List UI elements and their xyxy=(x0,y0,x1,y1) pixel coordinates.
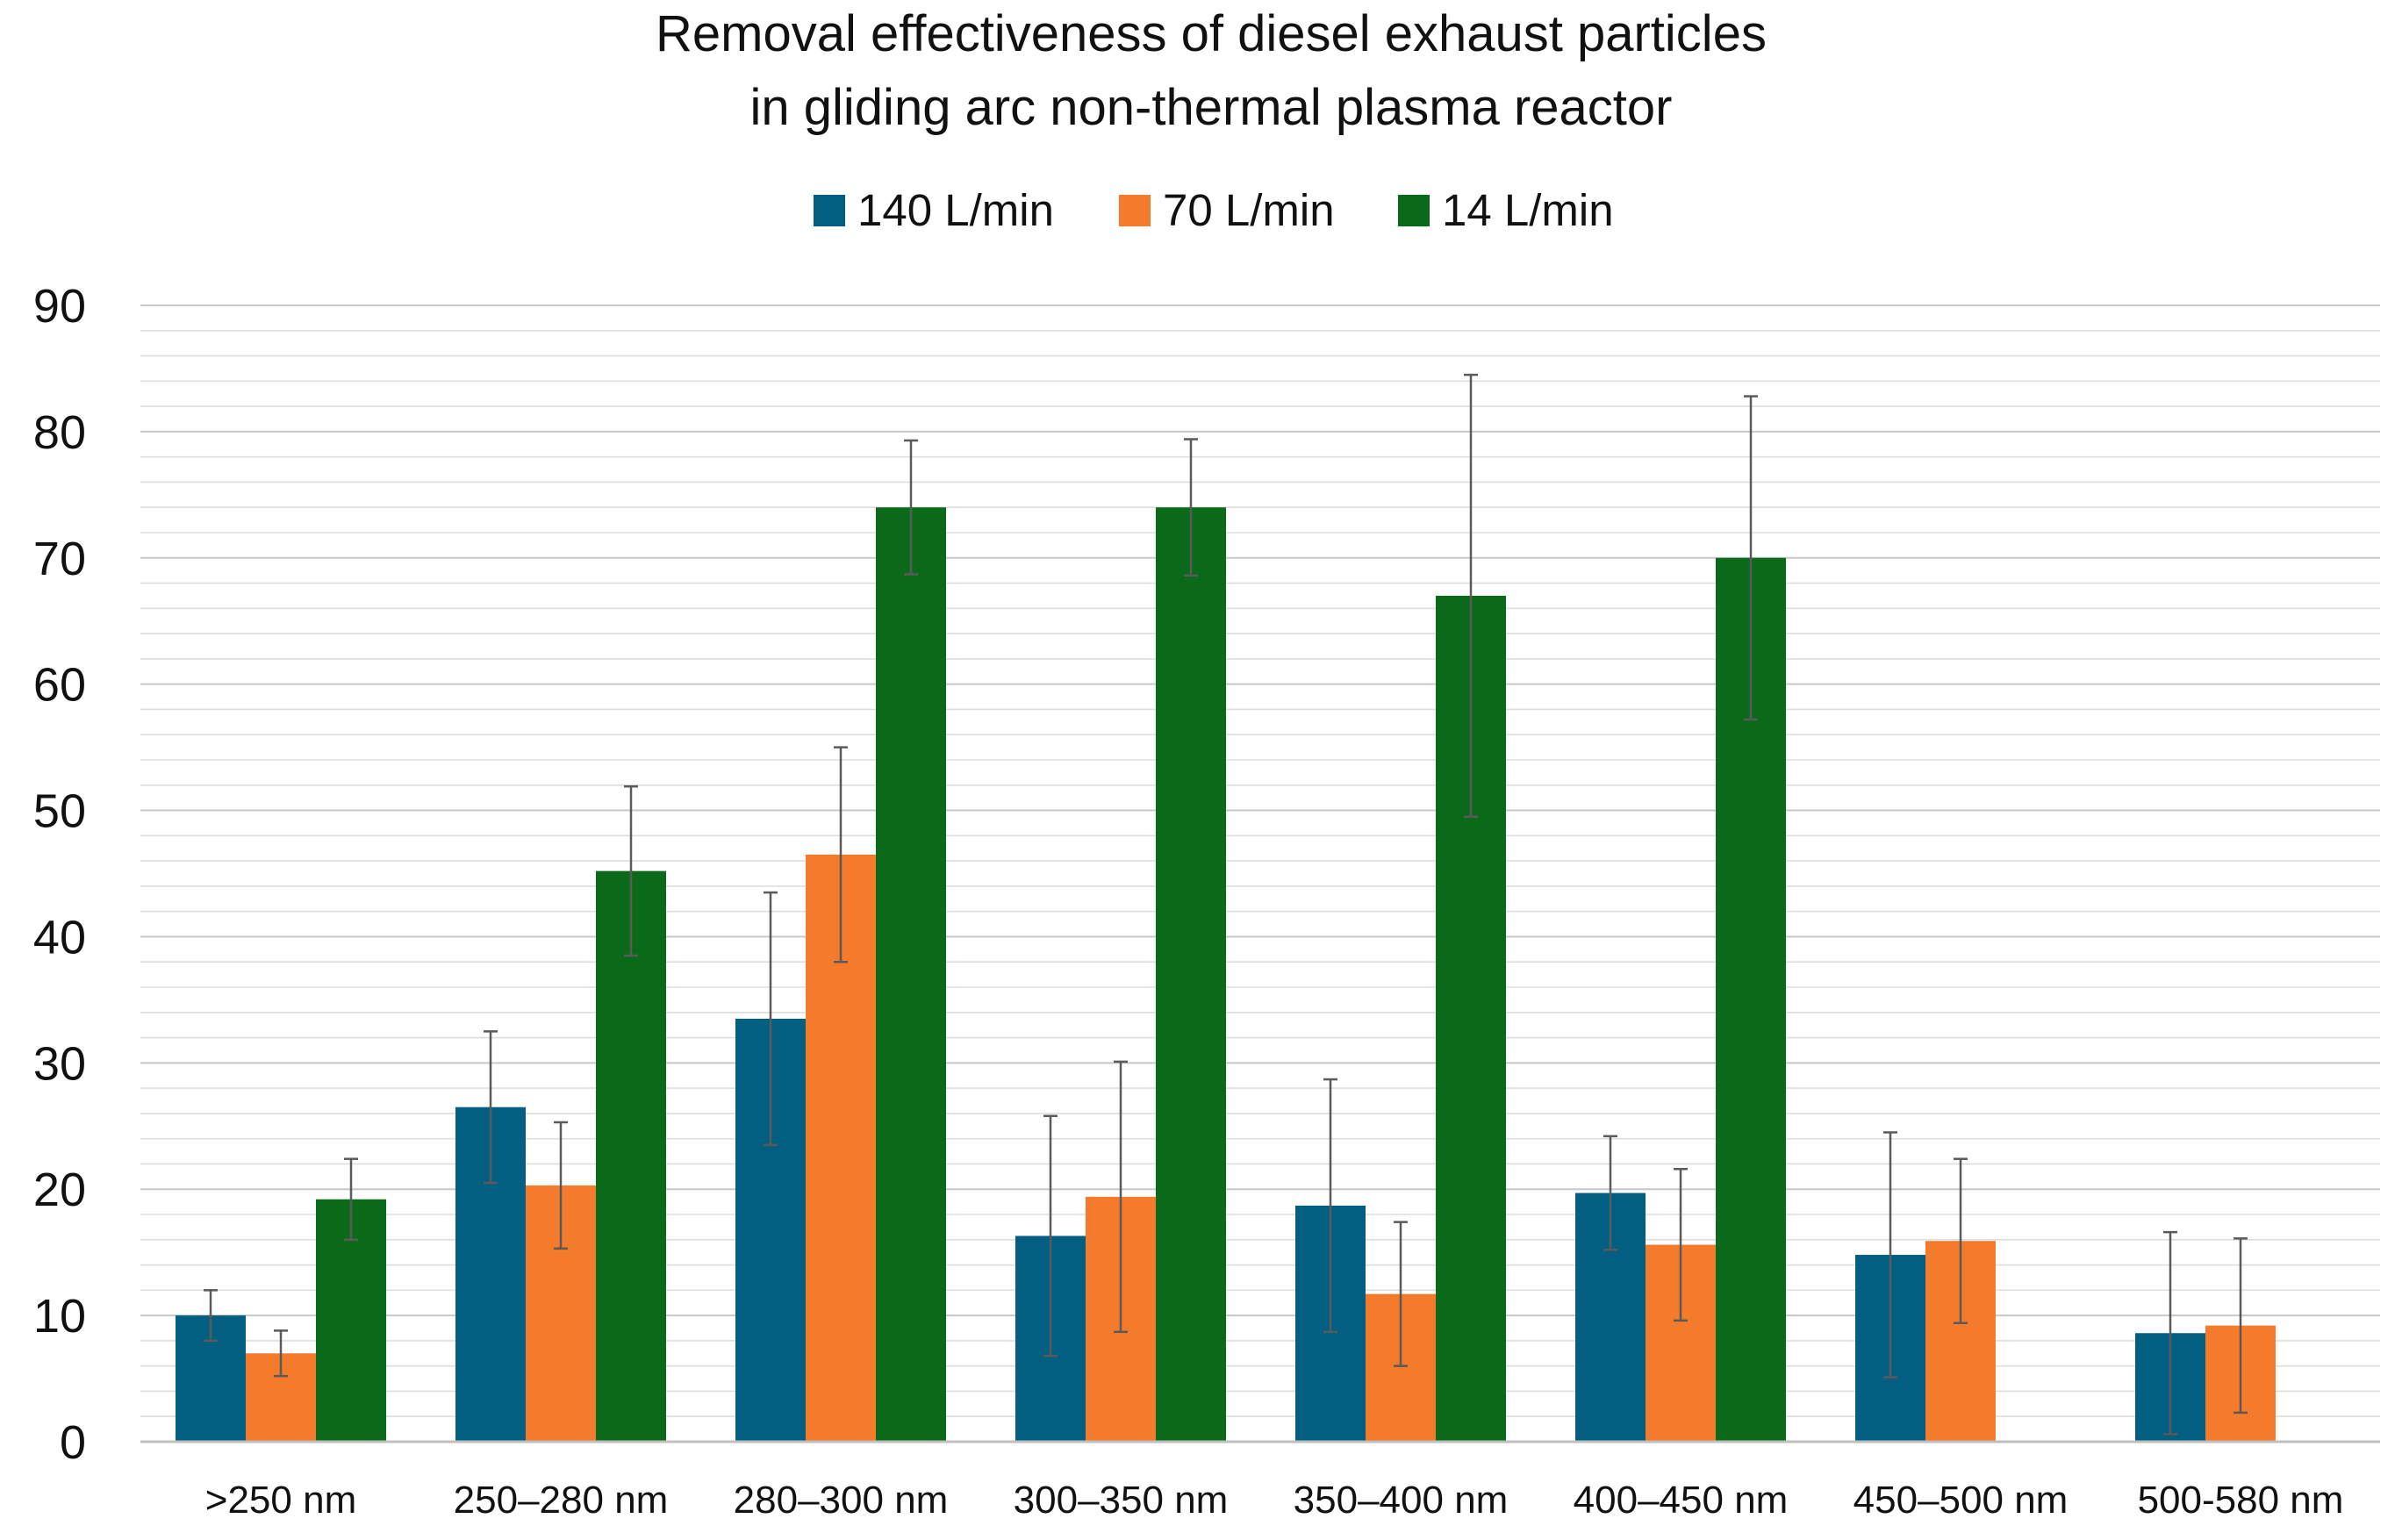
y-tick-label: 10 xyxy=(33,1290,86,1343)
x-tick-label: 500-580 nm xyxy=(2138,1479,2344,1522)
chart-title-line-2: in gliding arc non-thermal plasma reacto… xyxy=(750,79,1673,136)
y-tick-label: 90 xyxy=(33,280,86,333)
x-tick-label: 280–300 nm xyxy=(734,1479,949,1522)
x-tick-label: 250–280 nm xyxy=(454,1479,669,1522)
legend-swatch-14 xyxy=(1398,195,1430,226)
legend-label-70: 70 L/min xyxy=(1163,185,1335,235)
x-tick-label: 300–350 nm xyxy=(1014,1479,1229,1522)
legend-swatch-70 xyxy=(1119,195,1151,226)
legend-label-140: 140 L/min xyxy=(857,185,1054,235)
bar-14-l-mincat-1 xyxy=(596,870,666,1442)
chart-title-line-1: Removal effectiveness of diesel exhaust … xyxy=(656,5,1767,62)
x-tick-label: >250 nm xyxy=(205,1479,356,1522)
y-tick-label: 50 xyxy=(33,785,86,838)
y-tick-label: 70 xyxy=(33,533,86,585)
y-tick-label: 60 xyxy=(33,659,86,712)
axes: 0 10 20 30 40 50 60 70 80 90 >250 nm 250–280 nm 280–… xyxy=(33,280,2380,1522)
x-tick-label: 400–450 nm xyxy=(1574,1479,1789,1522)
bar-14-l-mincat-2 xyxy=(876,507,946,1443)
x-tick-label: 450–500 nm xyxy=(1853,1479,2069,1522)
y-tick-label: 0 xyxy=(60,1416,86,1469)
bar-14-l-mincat-3 xyxy=(1156,507,1226,1443)
legend: 140 L/min 70 L/min 14 L/min xyxy=(814,185,1614,235)
error-bars xyxy=(204,373,2248,1436)
x-tick-label: 350–400 nm xyxy=(1294,1479,1509,1522)
y-tick-label: 20 xyxy=(33,1164,86,1216)
legend-swatch-140 xyxy=(814,195,845,226)
y-tick-label: 80 xyxy=(33,406,86,459)
legend-label-14: 14 L/min xyxy=(1442,185,1614,235)
y-tick-label: 30 xyxy=(33,1037,86,1090)
y-tick-label: 40 xyxy=(33,911,86,963)
